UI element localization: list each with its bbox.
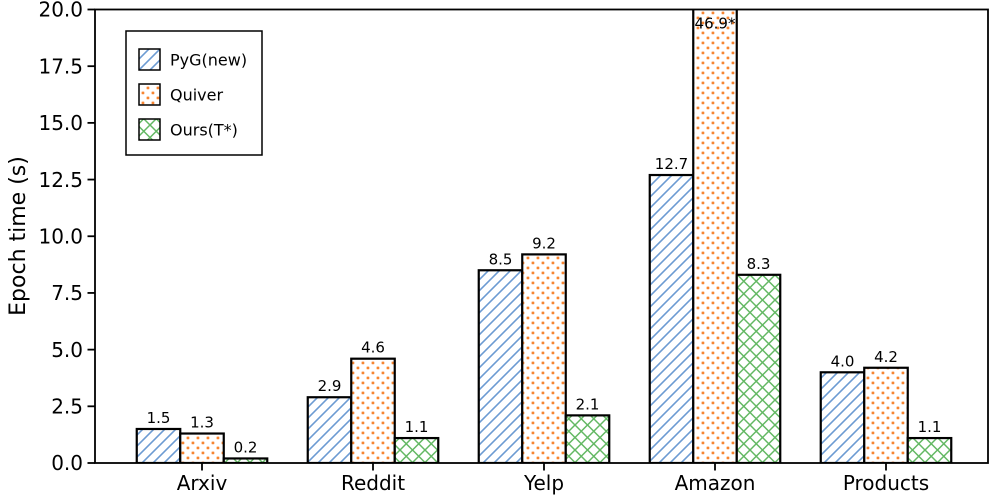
bar-value-label: 8.5	[489, 250, 513, 268]
legend-swatch	[139, 49, 160, 70]
bar	[350, 357, 396, 463]
bar	[735, 273, 782, 463]
bar	[521, 253, 567, 463]
legend-label: Quiver	[170, 86, 223, 105]
bar	[819, 371, 866, 463]
x-tick-label: Yelp	[523, 471, 564, 495]
legend-label: PyG(new)	[170, 51, 247, 70]
y-tick-label: 7.5	[51, 281, 83, 305]
legend-swatch	[139, 119, 160, 140]
x-axis: Arxiv Reddit Yelp Amazon Products	[177, 463, 929, 495]
bar-value-label: 2.1	[576, 395, 600, 413]
bar-value-label: 9.2	[532, 234, 556, 252]
bar-value-label: 4.6	[361, 339, 385, 357]
bar	[863, 366, 909, 463]
bar-value-label: 1.5	[147, 409, 171, 427]
legend-swatch	[139, 84, 160, 105]
legend-label: Ours(T*)	[170, 121, 238, 140]
bar	[692, 9, 738, 463]
bar-value-label: 1.1	[405, 418, 429, 436]
bar-value-label: 1.3	[190, 414, 214, 432]
legend-item: Ours(T*)	[138, 118, 238, 141]
legend: PyG(new) Quiver Ours(T*)	[125, 30, 263, 156]
legend-item: Quiver	[138, 83, 223, 106]
bar-value-label: 0.2	[234, 438, 258, 456]
y-tick-label: 15.0	[38, 111, 83, 135]
x-tick-label: Reddit	[341, 471, 405, 495]
bar	[306, 396, 353, 463]
bar	[648, 173, 695, 463]
x-tick-label: Arxiv	[177, 471, 228, 495]
bar	[477, 269, 524, 463]
bar-value-label: 2.9	[318, 377, 342, 395]
bar-value-label: 8.3	[747, 255, 771, 273]
bar-value-label: 4.2	[874, 348, 898, 366]
y-tick-label: 12.5	[38, 168, 83, 192]
x-tick-label: Products	[843, 471, 929, 495]
y-tick-label: 0.0	[51, 451, 83, 475]
bar-value-label: 46.9*	[695, 15, 736, 33]
bar	[179, 432, 225, 463]
y-tick-label: 20.0	[38, 0, 83, 22]
bar-value-label: 1.1	[918, 418, 942, 436]
x-tick-label: Amazon	[675, 471, 756, 495]
bar	[564, 414, 611, 463]
bar-value-label: 12.7	[655, 155, 688, 173]
y-tick-label: 10.0	[38, 224, 83, 248]
bar	[135, 427, 182, 463]
y-axis: 0.0 2.5 5.0 7.5 10.0 12.5 15.0 17.5 20.0	[38, 0, 95, 475]
value-labels-layer: 1.5 1.3 0.2 2.9 4.6 1.1 8.5 9.2 2.1 12.7 46.9* 8.3 4…	[147, 15, 942, 457]
bar-value-label: 4.0	[831, 352, 855, 370]
y-axis-label: Epoch time (s)	[6, 156, 31, 316]
y-tick-label: 2.5	[51, 395, 83, 419]
bar	[906, 436, 953, 463]
bar	[393, 436, 440, 463]
y-tick-label: 17.5	[38, 54, 83, 78]
y-tick-label: 5.0	[51, 338, 83, 362]
legend-item: PyG(new)	[138, 48, 247, 71]
bars-layer	[135, 9, 953, 463]
